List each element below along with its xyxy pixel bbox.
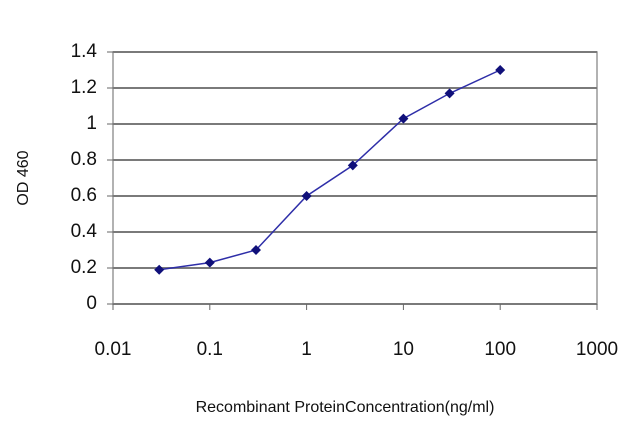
y-tick-label: 0.4 xyxy=(71,221,98,242)
y-tick-label: 0.2 xyxy=(71,257,97,278)
data-point xyxy=(154,264,165,275)
y-tick-label: 1.2 xyxy=(71,77,97,98)
data-line xyxy=(159,69,501,271)
data-point xyxy=(204,257,215,268)
data-point xyxy=(444,88,455,99)
x-tick-label: 1 xyxy=(301,339,312,360)
data-point xyxy=(301,191,312,201)
y-tick-label: 1.4 xyxy=(71,41,98,62)
data-point xyxy=(398,113,409,124)
y-tick-label: 0 xyxy=(86,293,97,314)
data-point xyxy=(250,245,261,255)
plot-area xyxy=(112,51,598,305)
x-tick-label: 0.01 xyxy=(95,339,132,360)
data-point xyxy=(347,160,358,171)
y-tick-label: 0.8 xyxy=(71,149,97,170)
x-tick-label: 100 xyxy=(484,339,516,360)
x-tick-label: 1000 xyxy=(576,339,618,360)
x-tick-label: 10 xyxy=(393,339,414,360)
y-axis-title: OD 460 xyxy=(15,150,32,205)
y-tick-label: 1 xyxy=(86,113,97,134)
x-tick-label: 0.1 xyxy=(197,339,223,360)
data-point xyxy=(495,65,506,75)
y-tick-label: 0.6 xyxy=(71,185,97,206)
x-axis-title: Recombinant ProteinConcentration(ng/ml) xyxy=(196,399,495,416)
